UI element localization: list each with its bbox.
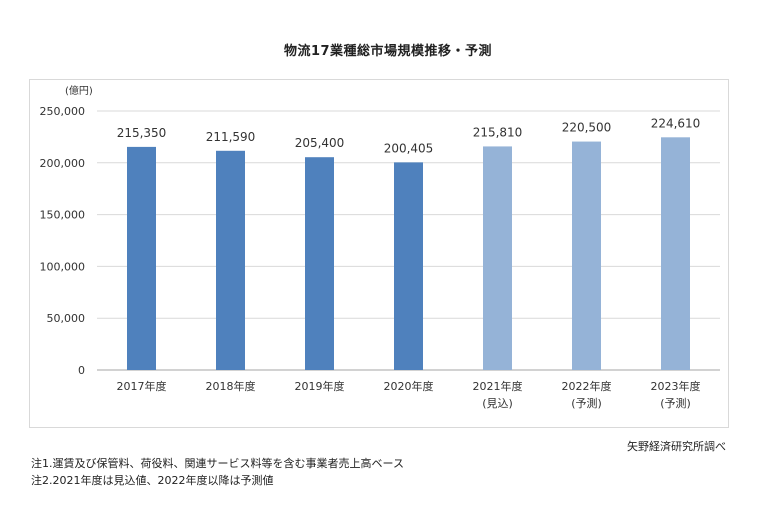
y-tick-label: 150,000	[40, 209, 86, 222]
data-label: 215,810	[473, 125, 523, 139]
source-credit: 矢野経済研究所調べ	[627, 440, 726, 453]
x-tick-label: 2022年度	[562, 379, 612, 393]
bar	[483, 146, 512, 370]
x-tick-sublabel: (予測)	[660, 396, 691, 410]
bar-chart: 0 50,000 100,000 150,000 200,000 250,000 (億円) 2…	[40, 84, 720, 410]
x-tick-label: 2018年度	[206, 379, 256, 393]
chart-frame: 0 50,000 100,000 150,000 200,000 250,000 (億円) 2…	[29, 79, 729, 428]
bar	[394, 162, 423, 370]
note-2: 注2.2021年度は見込値、2022年度以降は予測値	[31, 474, 274, 487]
y-tick-label: 100,000	[40, 260, 86, 273]
data-label: 220,500	[562, 121, 612, 135]
x-tick-label: 2021年度	[473, 379, 523, 393]
bar	[216, 150, 245, 370]
data-label: 215,350	[117, 126, 167, 140]
note-1: 注1.運賃及び保管料、荷役料、関連サービス料等を含む事業者売上高ベース	[31, 457, 404, 470]
x-tick-label: 2023年度	[651, 379, 701, 393]
x-tick-label: 2017年度	[117, 379, 167, 393]
y-tick-label: 200,000	[40, 157, 86, 170]
notes: 注1.運賃及び保管料、荷役料、関連サービス料等を含む事業者売上高ベース 注2.2…	[31, 455, 404, 489]
x-tick-sublabel: (見込)	[482, 397, 513, 410]
data-label: 200,405	[384, 141, 434, 155]
x-tick-label: 2019年度	[295, 379, 345, 393]
y-tick-label: 250,000	[40, 105, 86, 118]
y-axis-unit-label: (億円)	[65, 84, 93, 97]
x-tick-label: 2020年度	[384, 379, 434, 393]
data-label: 224,610	[651, 116, 701, 130]
bar	[661, 137, 690, 370]
data-label: 211,590	[206, 130, 256, 144]
y-tick-label: 0	[78, 364, 85, 377]
bar	[127, 146, 156, 370]
x-tick-sublabel: (予測)	[571, 396, 602, 410]
y-tick-label: 50,000	[47, 312, 86, 325]
chart-title: 物流17業種総市場規模推移・予測	[283, 44, 493, 59]
bar	[572, 141, 601, 370]
bar	[305, 157, 334, 370]
data-label: 205,400	[295, 136, 345, 150]
